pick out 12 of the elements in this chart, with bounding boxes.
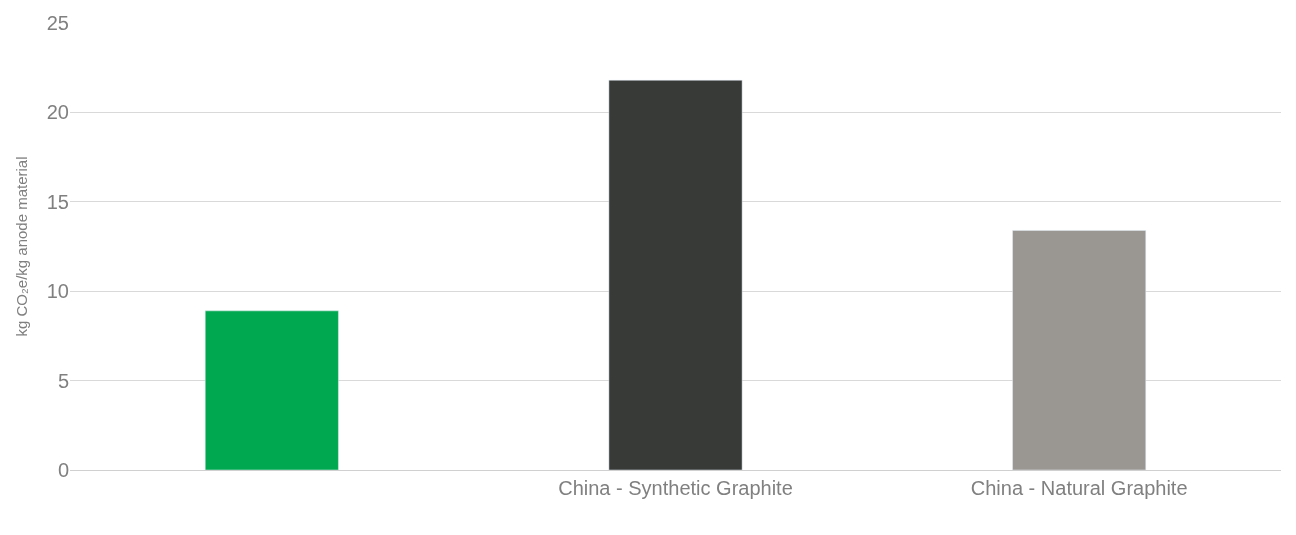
bar	[608, 79, 743, 470]
y-tick-label: 25	[46, 12, 69, 34]
y-tick-label: 5	[57, 369, 69, 392]
x-tick-label: China - Synthetic Graphite	[558, 477, 793, 499]
y-tick-label: 15	[46, 190, 69, 213]
bar	[204, 310, 339, 470]
y-tick-label: 0	[57, 459, 69, 481]
y-tick-label: 10	[46, 280, 69, 303]
y-axis-title: kg CO₂e/kg anode material	[13, 156, 30, 337]
x-tick-label: China - Natural Graphite	[970, 477, 1188, 499]
bar	[1012, 230, 1147, 470]
y-tick-label: 20	[46, 101, 69, 124]
